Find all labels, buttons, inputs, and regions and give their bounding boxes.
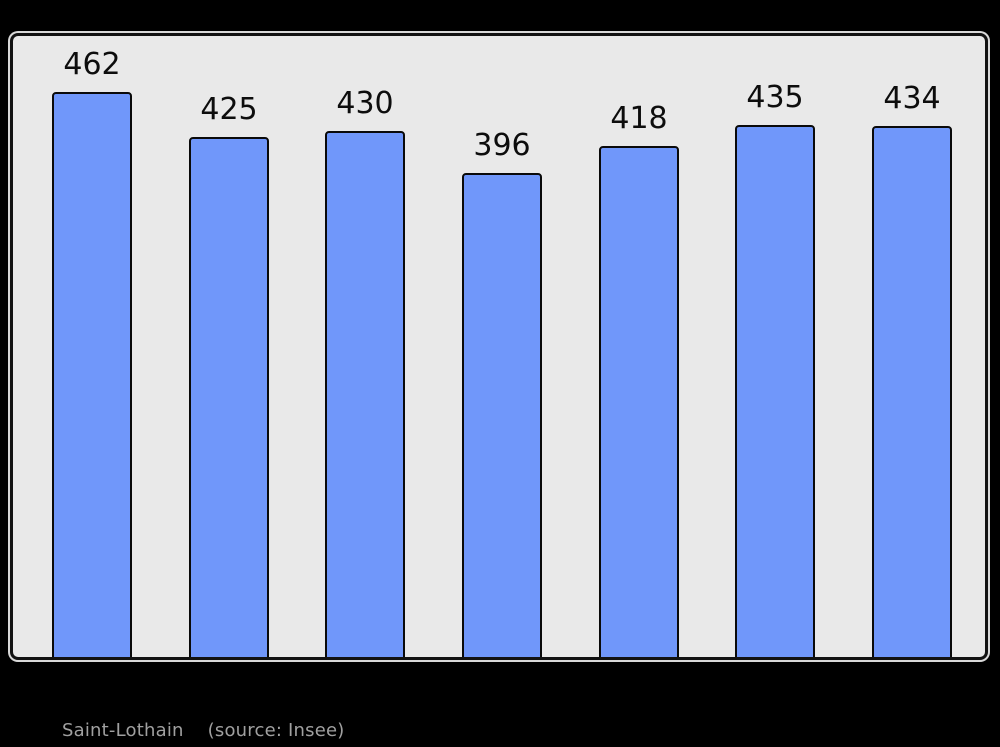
bar-value-label: 434 xyxy=(883,81,941,116)
caption-commune-name: Saint-Lothain xyxy=(62,720,184,741)
chart-caption: Saint-Lothain (source: Insee) xyxy=(62,719,345,742)
plot-area: 462 425 430 396 418 435 434 xyxy=(10,33,988,660)
plot-inner: 462 425 430 396 418 435 434 xyxy=(13,36,985,657)
bar xyxy=(325,131,405,657)
bar xyxy=(189,137,269,657)
caption-source: (source: Insee) xyxy=(207,720,345,741)
bar xyxy=(735,125,815,657)
bar xyxy=(52,92,132,657)
bar-value-label: 425 xyxy=(200,92,258,127)
bar-value-label: 396 xyxy=(473,128,531,163)
bar xyxy=(599,146,679,657)
bar-value-label: 462 xyxy=(63,47,121,82)
bar-value-label: 418 xyxy=(610,101,668,136)
bar xyxy=(462,173,542,657)
bar-value-label: 435 xyxy=(746,80,804,115)
bar-value-label: 430 xyxy=(336,86,394,121)
bar xyxy=(872,126,952,657)
